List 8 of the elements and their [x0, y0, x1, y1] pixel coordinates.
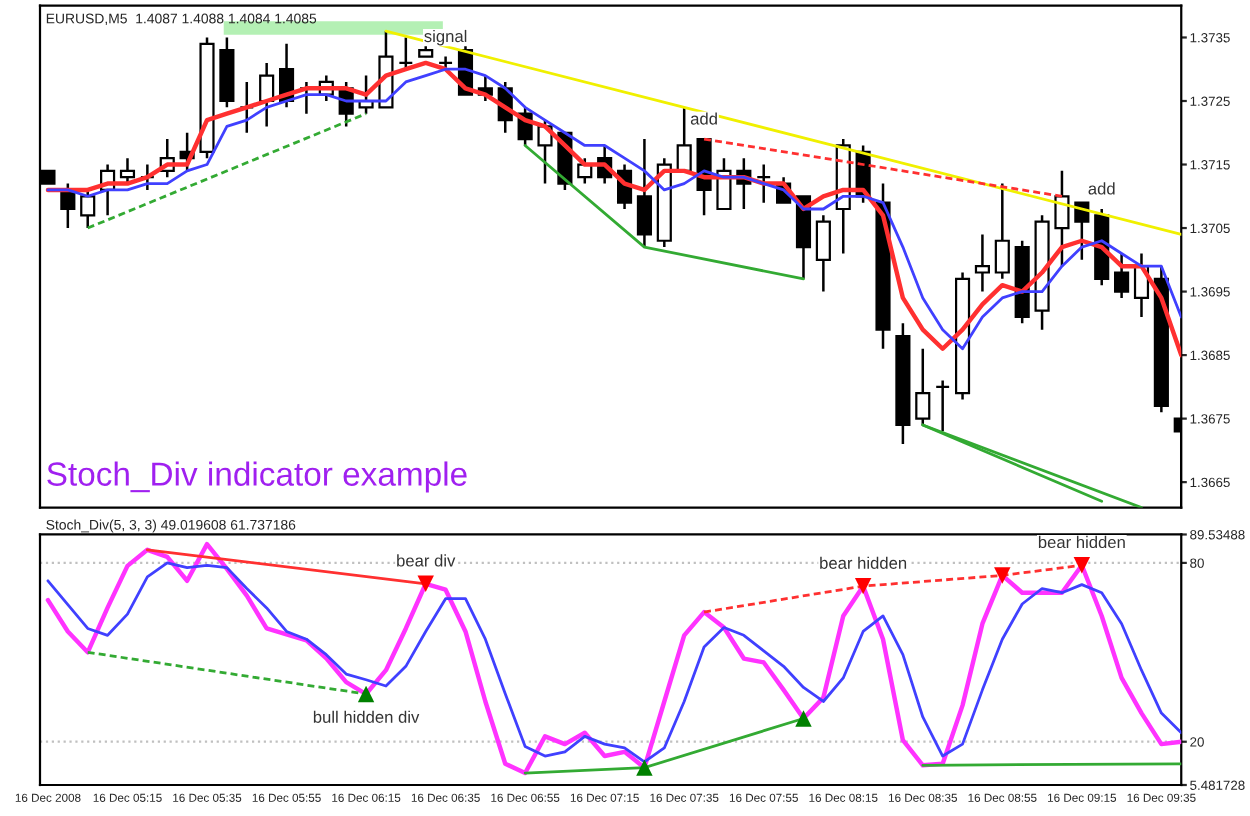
annotation: signal [424, 29, 467, 46]
annotation: add [1088, 182, 1115, 195]
annotation: add [690, 112, 717, 125]
annotation: bear div [397, 554, 456, 567]
annotation: bull hidden div [313, 710, 420, 723]
annotation: Stoch_Div indicator example [47, 461, 467, 493]
annotation: bear hidden [1038, 535, 1125, 549]
annotation: bear hidden [820, 556, 907, 569]
